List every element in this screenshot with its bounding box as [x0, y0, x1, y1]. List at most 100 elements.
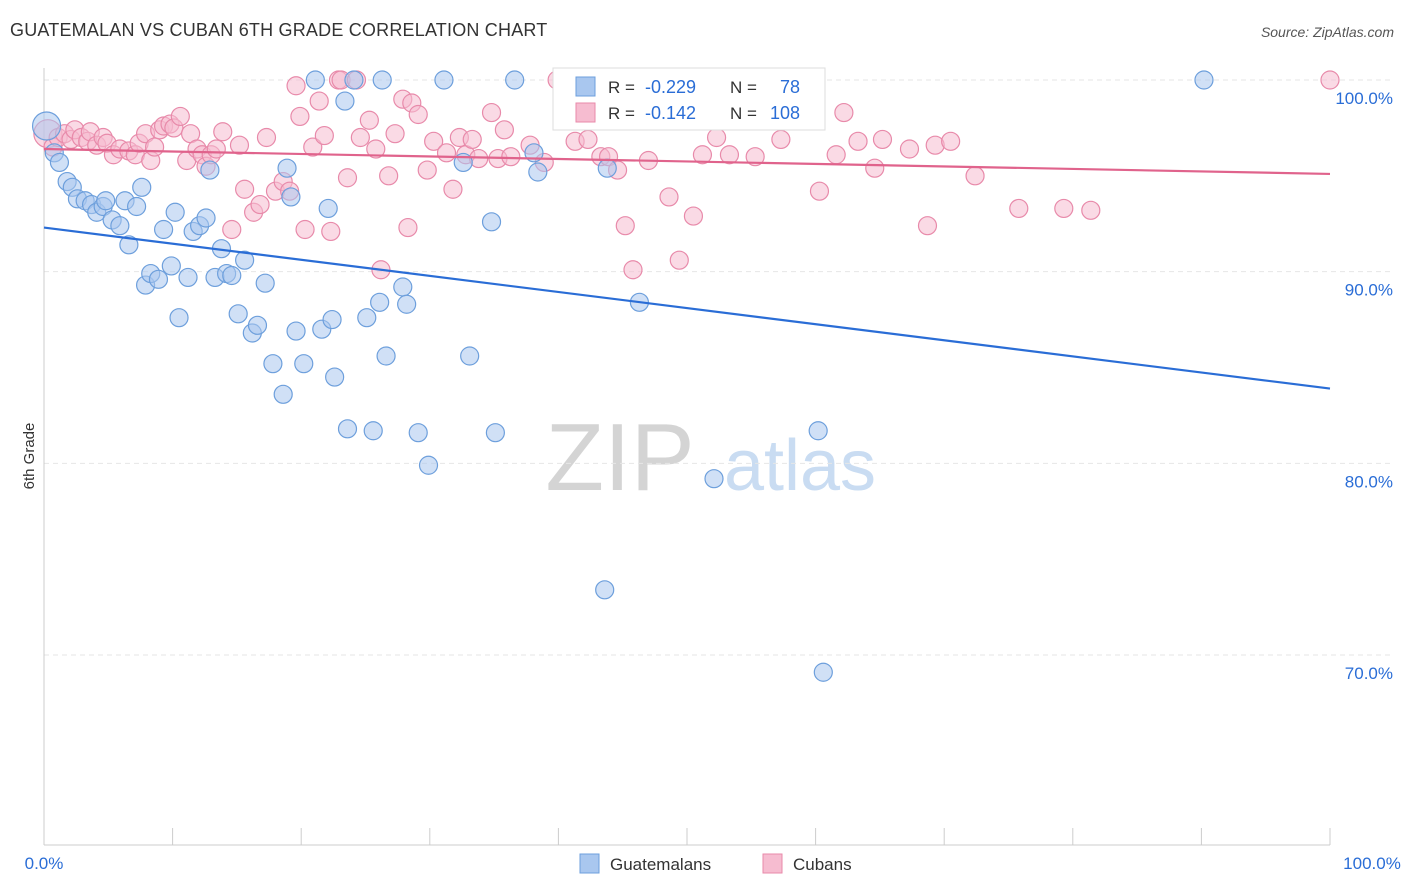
cubans-point-31: [206, 139, 226, 159]
cubans-point-86: [659, 187, 679, 207]
cubans-point-93: [745, 147, 765, 167]
legend-item-cubans[interactable]: Cubans: [762, 853, 852, 874]
stats-box: R = -0.229 N = 78 R = -0.142 N = 108: [552, 67, 826, 131]
cubans-point-34: [229, 135, 250, 155]
guatemalans-point-40: [277, 158, 297, 178]
cubans-point-110: [1320, 70, 1340, 90]
guatemalans-point-65: [485, 423, 505, 443]
cubans-point-63: [417, 160, 437, 180]
cubans-point-55: [366, 139, 386, 159]
guatemalans-point-23: [169, 308, 189, 328]
cubans-point-96: [809, 181, 830, 201]
cubans-point-97: [826, 145, 846, 165]
guatemalans-point-64: [481, 212, 502, 232]
cubans-point-106: [965, 166, 985, 186]
guatemalans-point-51: [344, 70, 364, 90]
guatemalans-point-55: [372, 70, 392, 90]
stats-n-label-guatemalans: N =: [730, 78, 757, 97]
guatemalans-point-24: [178, 267, 198, 288]
guatemalans-point-39: [273, 384, 293, 404]
stats-box-background: [552, 67, 826, 131]
guatemalans-point-58: [397, 294, 417, 314]
cubans-point-62: [408, 104, 428, 125]
legend-swatch-cubans: [762, 853, 783, 874]
guatemalans-point-47: [322, 309, 342, 330]
legend-label-guatemalans: Guatemalans: [610, 855, 711, 874]
cubans-point-51: [337, 168, 358, 188]
cubans-point-57: [379, 166, 399, 186]
cubans-point-109: [1081, 200, 1101, 220]
watermark: ZIP atlas: [545, 404, 876, 511]
guatemalans-point-69: [597, 158, 617, 178]
guatemalans-point-63: [460, 346, 480, 366]
cubans-point-73: [494, 120, 514, 140]
cubans-point-99: [848, 131, 868, 151]
guatemalans-point-27: [196, 208, 216, 228]
guatemalans-point-34: [235, 250, 255, 270]
cubans-point-65: [436, 143, 457, 163]
cubans-point-100: [865, 158, 885, 178]
guatemalans-point-36: [247, 315, 268, 335]
guatemalans-point-0: [31, 111, 62, 141]
cubans-point-108: [1054, 198, 1074, 219]
cubans-point-91: [719, 145, 740, 165]
guatemalans-point-56: [376, 346, 396, 366]
cubans-point-107: [1009, 198, 1029, 219]
cubans-point-66: [443, 179, 463, 199]
guatemalans-point-43: [294, 354, 314, 374]
cubans-point-32: [213, 122, 233, 142]
series-guatemalans-points: [31, 70, 1214, 682]
guatemalans-point-2: [49, 152, 70, 173]
cubans-point-43: [290, 106, 310, 127]
cubans-point-102: [899, 139, 920, 159]
cubans-point-48: [321, 221, 341, 242]
guatemalans-point-66: [505, 70, 525, 90]
cubans-point-54: [359, 110, 379, 130]
guatemalans-point-12: [110, 216, 130, 236]
cubans-point-79: [578, 129, 598, 150]
watermark-atlas: atlas: [724, 426, 876, 506]
guatemalans-point-32: [222, 265, 242, 286]
guatemalans-point-53: [363, 421, 383, 441]
cubans-point-38: [256, 127, 277, 148]
guatemalans-point-14: [119, 235, 139, 255]
cubans-point-47: [314, 125, 334, 146]
guatemalans-point-54: [370, 292, 390, 312]
guatemalans-point-21: [161, 256, 181, 276]
cubans-point-103: [917, 216, 938, 236]
guatemalans-point-44: [305, 70, 325, 90]
cubans-point-105: [941, 131, 961, 151]
guatemalans-point-46: [318, 198, 338, 219]
guatemalans-point-57: [393, 277, 413, 297]
guatemalans-point-76: [813, 662, 833, 682]
chart-source: Source: ZipAtlas.com: [1260, 24, 1394, 40]
guatemalans-point-75: [808, 421, 828, 441]
cubans-point-101: [872, 129, 893, 150]
legend-item-guatemalans[interactable]: Guatemalans: [579, 853, 711, 874]
guatemalans-point-72: [704, 469, 724, 489]
cubans-point-46: [309, 91, 329, 111]
trend-line-cubans: [43, 147, 1331, 176]
cubans-point-42: [286, 76, 306, 96]
cubans-point-87: [669, 250, 689, 270]
guatemalans-point-48: [325, 367, 345, 387]
guatemalans-point-50: [337, 419, 358, 439]
guatemalans-point-16: [132, 177, 152, 197]
trend-lines: [43, 147, 1331, 390]
stats-r-label-cubans: R =: [608, 104, 635, 123]
cubans-point-90: [706, 127, 727, 148]
x-tick-label-max: 100.0%: [1343, 854, 1401, 873]
legend-swatch-guatemalans: [579, 853, 600, 874]
cubans-point-89: [692, 145, 713, 165]
cubans-point-24: [170, 106, 190, 127]
cubans-point-44: [295, 219, 315, 240]
guatemalans-point-19: [148, 269, 169, 289]
cubans-point-69: [462, 129, 482, 150]
cubans-point-19: [144, 137, 165, 157]
cubans-point-83: [615, 216, 635, 236]
guatemalans-point-22: [165, 202, 185, 222]
y-axis-title: 6th Grade: [21, 423, 38, 490]
y-tick-label-70: 70.0%: [1345, 664, 1393, 683]
cubans-point-60: [398, 217, 418, 238]
